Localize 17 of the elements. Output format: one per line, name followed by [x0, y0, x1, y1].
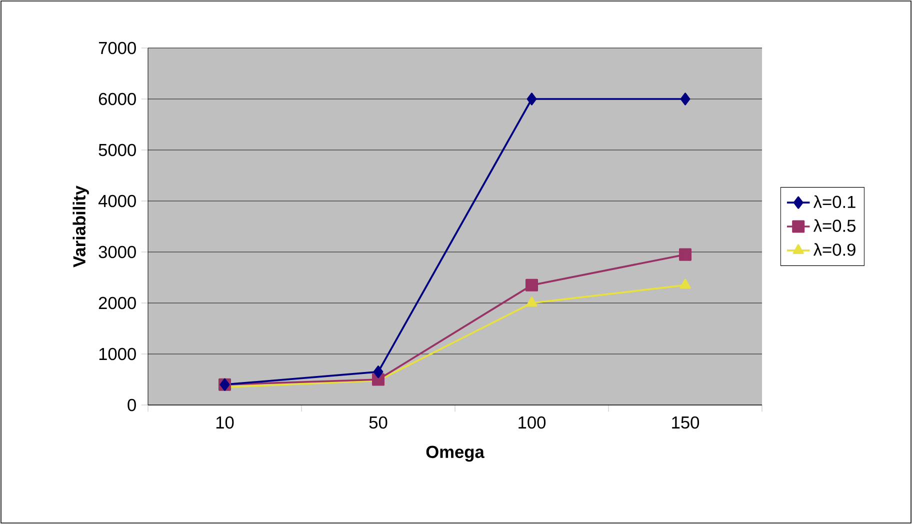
y-tick-label: 6000 [98, 92, 136, 106]
y-tick-label: 7000 [98, 42, 136, 54]
y-tick-label: 5000 [98, 144, 136, 156]
x-tick-label: 150 [672, 416, 700, 429]
y-tick-label: 3000 [98, 246, 136, 258]
x-axis-title: Omega [426, 446, 484, 462]
y-tick-label: 0 [128, 398, 136, 412]
legend-label: λ=0.9 [813, 243, 856, 256]
y-axis-title: Variability [72, 186, 89, 268]
y-tick-label: 1000 [99, 348, 136, 360]
legend-label: λ=0.5 [813, 219, 856, 232]
x-tick-label: 10 [216, 416, 234, 429]
y-tick-label: 4000 [98, 194, 136, 208]
x-tick-label: 50 [369, 416, 388, 429]
legend-label: λ=0.1 [813, 195, 856, 208]
x-tick-label: 100 [518, 416, 546, 429]
y-tick-label: 2000 [98, 296, 136, 310]
